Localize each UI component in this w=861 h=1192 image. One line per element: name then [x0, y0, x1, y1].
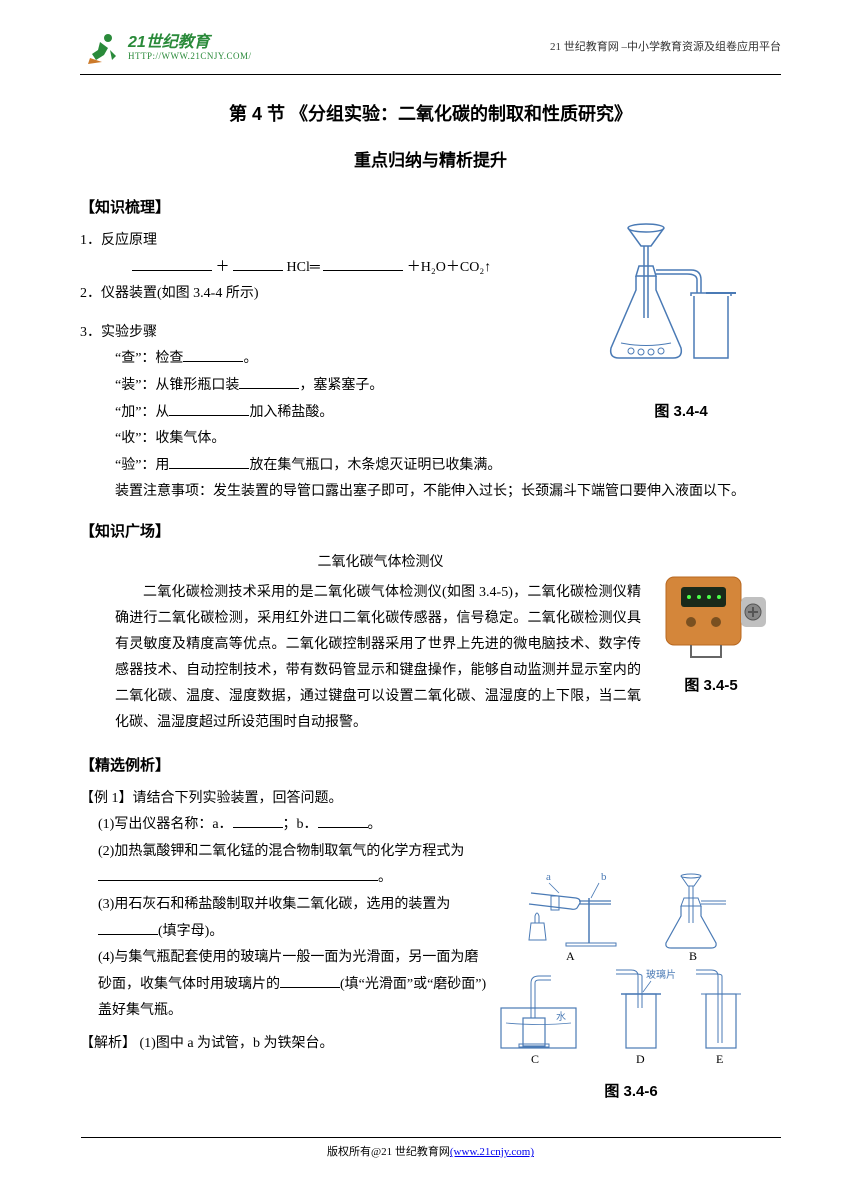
blank-yan [169, 453, 249, 469]
blank-hcl-coef [233, 255, 283, 271]
q1-end: 。 [368, 817, 382, 832]
label-a: a [546, 871, 551, 883]
blank-jia [169, 400, 249, 416]
footer-text: 版权所有@21 世纪教育网 [327, 1146, 450, 1158]
formula-plus1: ＋ [216, 260, 230, 275]
figure-3-4-4: 图 3.4-4 [591, 218, 771, 424]
step-yan: “验”：用 放在集气瓶口，木条熄灭证明已收集满。 [115, 453, 781, 480]
label-water: 水 [556, 1011, 566, 1023]
q2: (2)加热氯酸钾和二氧化锰的混合物制取氧气的化学方程式为 [98, 839, 781, 866]
label-E: E [716, 1052, 723, 1066]
step-jia-end: 加入稀盐酸。 [249, 405, 333, 420]
q3-end: (填字母)。 [158, 924, 223, 939]
blank-q3 [98, 919, 158, 935]
section2-header: 【知识广场】 [80, 520, 781, 544]
blank-q4 [280, 972, 340, 988]
page-header: 21世纪教育 HTTP://WWW.21CNJY.COM/ 21 世纪教育网 –… [80, 30, 781, 75]
step-zhuang-text: “装”：从锥形瓶口装 [115, 378, 239, 393]
q2-end: 。 [378, 870, 392, 885]
step-cha-end: 。 [243, 351, 257, 366]
section3-header: 【精选例析】 [80, 754, 781, 778]
ex1-label: 【例 1】请结合下列实验装置，回答问题。 [80, 786, 781, 813]
analysis-text: (1)图中 a 为试管，b 为铁架台。 [140, 1036, 334, 1051]
section1-header: 【知识梳理】 [80, 196, 781, 220]
logo-main-text: 21世纪教育 [128, 34, 252, 52]
logo-sub-text: HTTP://WWW.21CNJY.COM/ [128, 52, 252, 62]
label-D: D [636, 1052, 645, 1066]
figure-3-4-6: a b A B 水 [491, 868, 771, 1104]
analysis-label: 【解析】 [80, 1036, 136, 1051]
page-footer: 版权所有@21 世纪教育网(www.21cnjy.com) [81, 1137, 781, 1162]
fig2-caption: 图 3.4-5 [651, 674, 771, 698]
step-jia-text: “加”：从 [115, 405, 169, 420]
step-yan-end: 放在集气瓶口，木条熄灭证明已收集满。 [249, 458, 501, 473]
notes-line: 装置注意事项：发生装置的导管口露出塞子即可，不能伸入过长；长颈漏斗下端管口要伸入… [115, 479, 781, 506]
notes-text: 装置注意事项：发生装置的导管口露出塞子即可，不能伸入过长；长颈漏斗下端管口要伸入… [115, 479, 781, 506]
blank-zhuang [239, 373, 299, 389]
blank-q1b [318, 812, 368, 828]
blank-cha [183, 346, 243, 362]
blank-reactant1 [132, 255, 212, 271]
step-yan-text: “验”：用 [115, 458, 169, 473]
footer-link[interactable]: (www.21cnjy.com) [450, 1146, 534, 1158]
formula-mid: HCl═ [287, 260, 320, 275]
q1-text: (1)写出仪器名称：a． [98, 817, 233, 832]
section2-para-text: 二氧化碳检测技术采用的是二氧化碳气体检测仪(如图 3.4-5)，二氧化碳检测仪精… [115, 585, 641, 729]
main-title: 第 4 节 《分组实验：二氧化碳的制取和性质研究》 [80, 100, 781, 129]
step-shou: “收”：收集气体。 [115, 426, 781, 453]
step-zhuang-end: ，塞紧塞子。 [299, 378, 383, 393]
step-cha-text: “查”：检查 [115, 351, 183, 366]
q3-text: (3)用石灰石和稀盐酸制取并收集二氧化碳，选用的装置为 [98, 897, 450, 912]
logo-section: 21世纪教育 HTTP://WWW.21CNJY.COM/ [80, 30, 252, 66]
fig1-caption: 图 3.4-4 [591, 400, 771, 424]
logo-icon [80, 30, 120, 66]
formula-end: ＋H₂O＋CO₂↑ [407, 260, 491, 275]
label-b: b [601, 871, 607, 883]
logo-text: 21世纪教育 HTTP://WWW.21CNJY.COM/ [128, 34, 252, 61]
figure-3-4-5: 图 3.4-5 [651, 562, 771, 698]
label-B: B [689, 949, 697, 963]
label-C: C [531, 1052, 539, 1066]
label-glass: 玻璃片 [646, 968, 676, 981]
sub-title: 重点归纳与精析提升 [80, 147, 781, 174]
blank-product1 [323, 255, 403, 271]
header-right-text: 21 世纪教育网 –中小学教育资源及组卷应用平台 [550, 39, 781, 57]
q1-mid: ；b． [283, 817, 318, 832]
blank-q1a [233, 812, 283, 828]
q1: (1)写出仪器名称：a． ；b． 。 [98, 812, 781, 839]
fig3-caption: 图 3.4-6 [491, 1080, 771, 1104]
blank-q2 [98, 865, 378, 881]
label-A: A [566, 949, 575, 963]
q2-text: (2)加热氯酸钾和二氧化锰的混合物制取氧气的化学方程式为 [98, 844, 464, 859]
